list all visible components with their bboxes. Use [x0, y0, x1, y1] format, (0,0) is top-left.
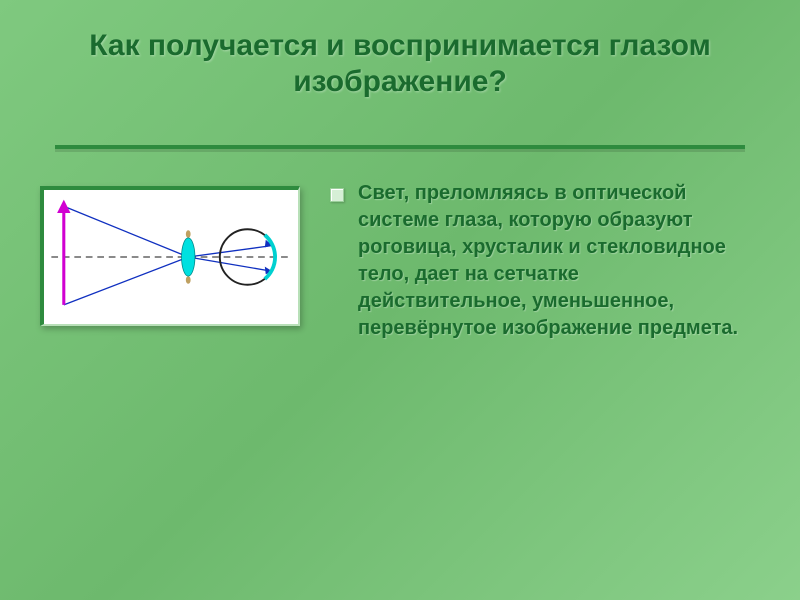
body-text: Свет, преломляясь в оптической системе г… — [358, 180, 750, 342]
slide: Как получается и воспринимается глазом и… — [0, 0, 800, 600]
object-arrow-head — [57, 200, 70, 213]
optics-diagram — [40, 186, 300, 326]
ray-bottom — [64, 246, 273, 305]
diagram-container — [40, 180, 300, 570]
lens — [182, 238, 195, 276]
content-row: Свет, преломляясь в оптической системе г… — [40, 180, 760, 570]
slide-title: Как получается и воспринимается глазом и… — [50, 28, 750, 100]
body-column: Свет, преломляясь в оптической системе г… — [320, 180, 760, 570]
ray-top — [64, 206, 273, 271]
title-rule-shadow — [55, 149, 745, 152]
rays-group — [64, 206, 273, 305]
lens-marker-top — [186, 230, 191, 238]
bullet-item: Свет, преломляясь в оптической системе г… — [330, 180, 750, 342]
optics-diagram-svg — [44, 190, 298, 324]
lens-marker-bottom — [186, 276, 191, 284]
bullet-icon — [330, 188, 344, 202]
